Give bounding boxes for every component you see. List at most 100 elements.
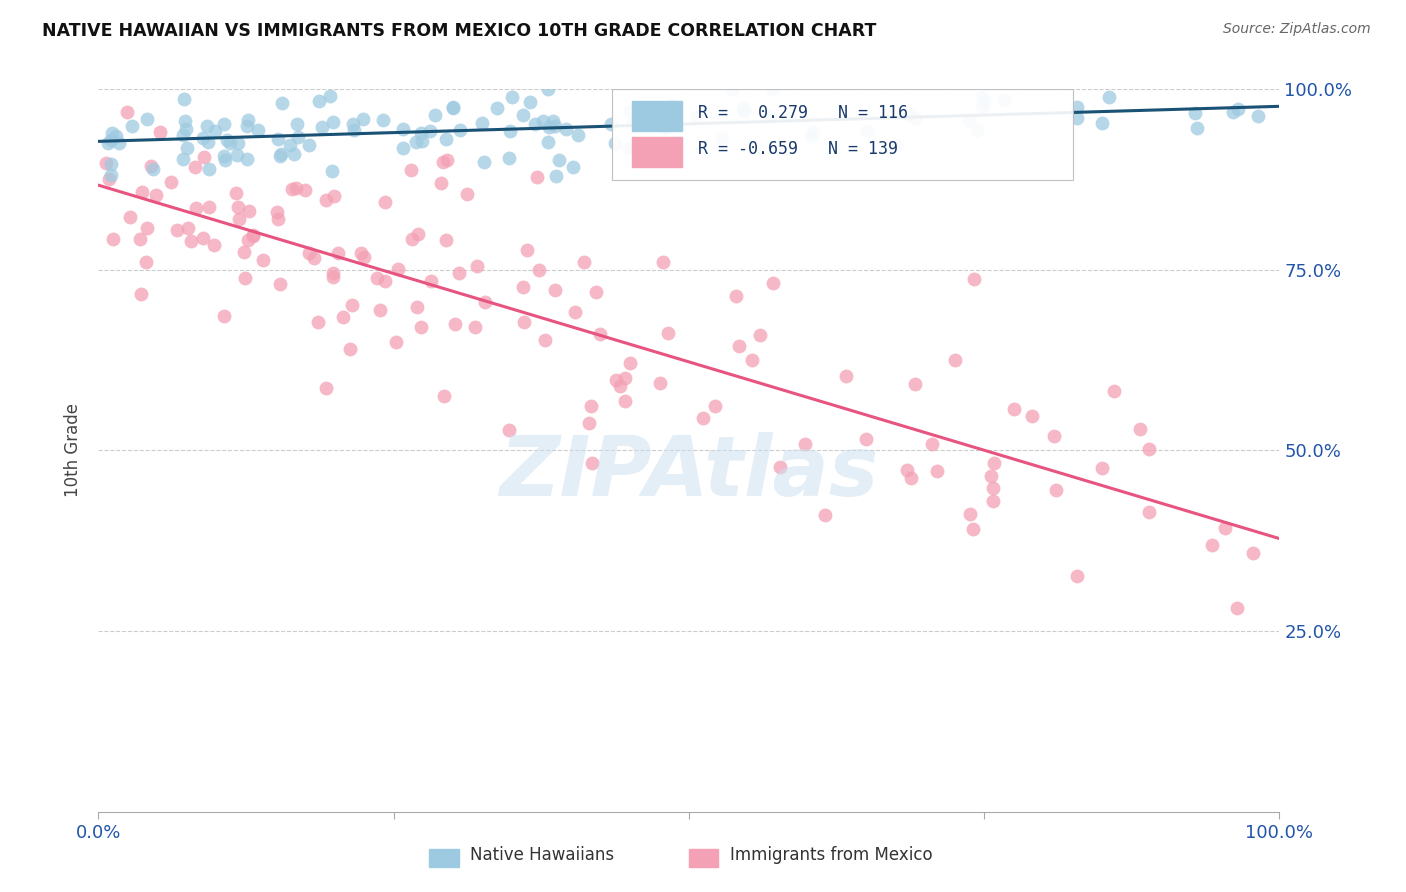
Point bbox=[980, 469, 1002, 483]
Point bbox=[105, 129, 128, 144]
Point bbox=[217, 133, 239, 147]
Point bbox=[195, 120, 218, 134]
Point bbox=[959, 507, 981, 521]
Point bbox=[322, 189, 344, 203]
Point bbox=[801, 125, 824, 139]
Point bbox=[904, 111, 927, 125]
Point bbox=[214, 153, 236, 167]
Point bbox=[1098, 90, 1121, 104]
Point bbox=[366, 270, 388, 285]
Point bbox=[925, 464, 948, 478]
Point bbox=[605, 136, 627, 150]
Text: ZIPAtlas: ZIPAtlas bbox=[499, 432, 879, 513]
Point bbox=[605, 372, 627, 386]
Point bbox=[1090, 461, 1112, 475]
Point bbox=[191, 231, 214, 245]
Point bbox=[420, 274, 443, 288]
Point bbox=[131, 186, 153, 200]
Point bbox=[302, 251, 325, 265]
Point bbox=[599, 117, 621, 131]
Point bbox=[441, 100, 464, 114]
Point bbox=[266, 205, 288, 219]
Point bbox=[283, 146, 305, 161]
Point bbox=[724, 289, 747, 303]
Point bbox=[172, 153, 194, 167]
Point bbox=[855, 432, 877, 446]
Point bbox=[1102, 384, 1125, 399]
Point bbox=[135, 112, 157, 126]
Point bbox=[692, 410, 714, 425]
Point bbox=[232, 245, 254, 260]
Point bbox=[548, 153, 571, 167]
Point bbox=[322, 115, 344, 129]
Point bbox=[204, 124, 226, 138]
Point bbox=[270, 146, 292, 161]
Point bbox=[900, 470, 922, 484]
Point bbox=[432, 154, 454, 169]
Point bbox=[352, 112, 374, 127]
Point bbox=[769, 460, 792, 475]
Point bbox=[94, 156, 117, 170]
Point bbox=[97, 136, 120, 150]
Point bbox=[613, 370, 636, 384]
Text: R =   0.279   N = 116: R = 0.279 N = 116 bbox=[699, 104, 908, 122]
Point bbox=[531, 114, 554, 128]
Point bbox=[648, 376, 671, 391]
Point bbox=[814, 508, 837, 522]
Point bbox=[141, 160, 163, 174]
Point bbox=[654, 121, 676, 136]
Point bbox=[197, 135, 219, 149]
Point bbox=[242, 229, 264, 244]
Point bbox=[957, 113, 980, 128]
Point bbox=[981, 482, 1004, 496]
Point bbox=[225, 186, 247, 201]
Point bbox=[731, 101, 754, 115]
Point bbox=[856, 124, 879, 138]
Point bbox=[100, 157, 122, 171]
Point bbox=[97, 172, 120, 186]
Text: Source: ZipAtlas.com: Source: ZipAtlas.com bbox=[1223, 22, 1371, 37]
Point bbox=[433, 389, 456, 403]
Point bbox=[710, 130, 733, 145]
Point bbox=[176, 141, 198, 155]
Point bbox=[141, 162, 163, 177]
Point bbox=[343, 123, 366, 137]
Point bbox=[315, 381, 337, 395]
Point bbox=[762, 276, 785, 290]
Point bbox=[384, 334, 406, 349]
Point bbox=[214, 310, 236, 324]
Point bbox=[212, 117, 235, 131]
Point bbox=[703, 399, 725, 413]
Point bbox=[1185, 120, 1208, 135]
Point bbox=[129, 232, 152, 246]
Point bbox=[962, 522, 984, 536]
Point bbox=[269, 149, 291, 163]
Point bbox=[537, 135, 560, 149]
Point bbox=[405, 300, 427, 314]
Point bbox=[332, 310, 354, 325]
Point bbox=[287, 130, 309, 145]
Point bbox=[1021, 409, 1043, 423]
Point bbox=[896, 463, 918, 477]
Point bbox=[174, 114, 197, 128]
Point bbox=[585, 285, 607, 300]
Point bbox=[529, 263, 551, 277]
Point bbox=[619, 103, 641, 118]
Point bbox=[391, 141, 413, 155]
Point bbox=[579, 399, 602, 413]
Point bbox=[733, 103, 755, 118]
Point bbox=[443, 317, 465, 331]
Point bbox=[1226, 103, 1249, 117]
Point bbox=[1226, 601, 1249, 615]
Point bbox=[465, 259, 488, 273]
Point bbox=[183, 160, 205, 174]
Point bbox=[1066, 568, 1088, 582]
Point bbox=[1137, 505, 1160, 519]
Point bbox=[794, 437, 817, 451]
Point bbox=[546, 169, 568, 184]
Point bbox=[543, 283, 565, 297]
Point bbox=[434, 132, 457, 146]
Point bbox=[1222, 104, 1244, 119]
Point bbox=[173, 91, 195, 105]
Point bbox=[246, 123, 269, 137]
